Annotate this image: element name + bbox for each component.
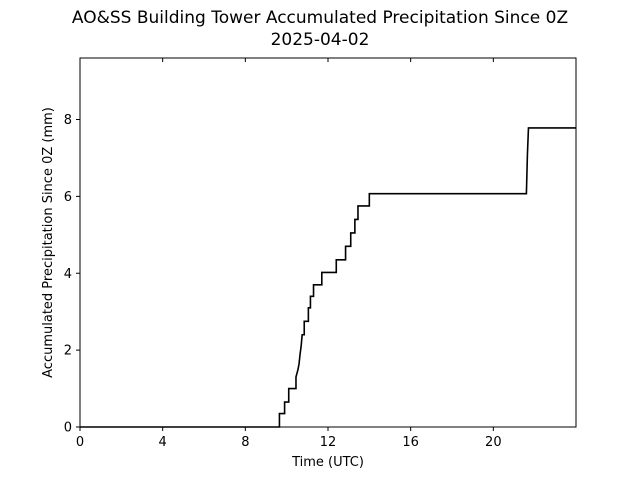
series-line-0 xyxy=(80,127,576,428)
x-tick-label: 0 xyxy=(76,435,84,450)
x-tick-label: 20 xyxy=(485,435,502,450)
x-axis-label: Time (UTC) xyxy=(291,455,364,470)
y-tick-label: 2 xyxy=(64,344,72,359)
x-tick-label: 4 xyxy=(159,435,167,450)
x-tick-label: 16 xyxy=(402,435,419,450)
y-tick-label: 4 xyxy=(64,267,72,282)
x-tick-label: 8 xyxy=(241,435,249,450)
y-tick-label: 8 xyxy=(64,113,72,128)
y-axis-label: Accumulated Precipitation Since 0Z (mm) xyxy=(41,107,56,378)
x-tick-label: 12 xyxy=(320,435,337,450)
y-tick-label: 0 xyxy=(64,421,72,436)
plot-frame xyxy=(79,57,577,428)
chart-title: AO&SS Building Tower Accumulated Precipi… xyxy=(71,8,569,28)
chart-subtitle: 2025-04-02 xyxy=(270,30,370,50)
y-tick-label: 6 xyxy=(64,190,72,205)
